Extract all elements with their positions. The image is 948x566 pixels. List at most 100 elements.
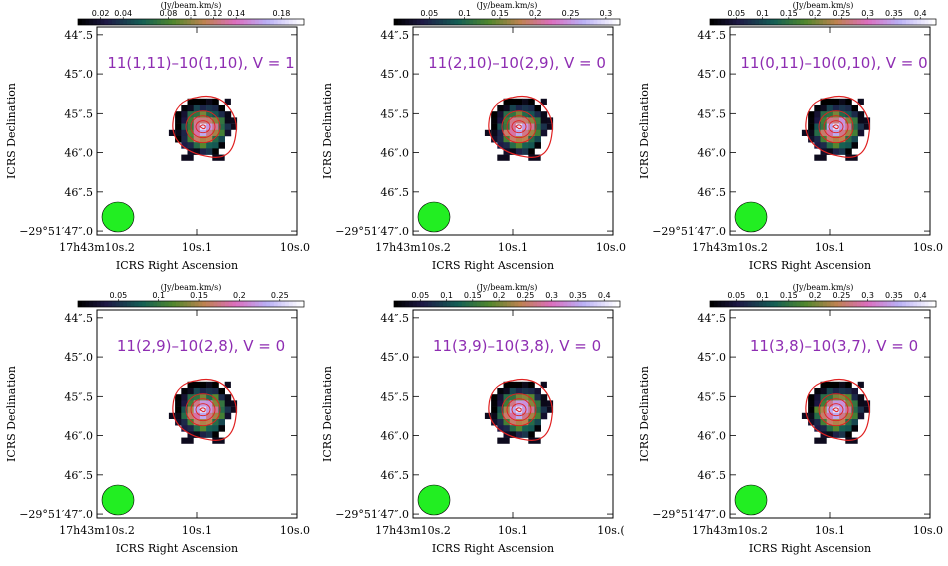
map-pixel: [540, 406, 548, 414]
y-tick-label: 46″.0: [64, 430, 93, 443]
map-pixel: [515, 123, 523, 131]
map-pixel: [839, 406, 846, 414]
colorbar-segment: [777, 301, 783, 307]
map-pixel: [193, 98, 201, 106]
map-pixel: [839, 142, 846, 149]
colorbar-segment: [164, 19, 169, 25]
map-pixel: [175, 123, 182, 131]
map-pixel: [497, 154, 504, 161]
colorbar-segment: [552, 301, 557, 307]
colorbar-segment: [883, 301, 888, 307]
colorbar-segment: [115, 19, 121, 25]
colorbar-segment: [108, 19, 113, 25]
colorbar-segment: [239, 301, 245, 307]
map-pixel: [199, 418, 207, 426]
colorbar-segment: [465, 301, 470, 307]
colorbar-segment: [710, 301, 715, 307]
colorbar-segment: [89, 301, 94, 307]
colorbar-segment: [450, 19, 455, 25]
map-pixel: [546, 400, 554, 407]
colorbar-segment: [484, 19, 489, 25]
map-pixel: [528, 117, 535, 124]
colorbar-segment: [717, 19, 722, 25]
map-pixel: [832, 142, 840, 149]
colorbar-segment: [834, 19, 839, 25]
x-tick-label: 10s.0: [913, 241, 943, 254]
map-pixel: [826, 135, 834, 143]
colorbar-segment: [153, 19, 158, 25]
colorbar-tick-label: 0.35: [885, 9, 903, 18]
map-pixel: [851, 104, 858, 112]
map-pixel: [503, 400, 510, 407]
map-pixel: [814, 406, 821, 414]
map-pixel: [497, 135, 504, 143]
map-pixel: [175, 418, 182, 426]
colorbar-segment: [608, 301, 614, 307]
colorbar-segment: [774, 301, 779, 307]
map-pixel: [857, 394, 865, 401]
panel-3: (Jy/beam.km/s) 0.05 0.1 0.15 0.2 0.25 0.3 0.35 0…: [638, 1, 943, 272]
map-pixel: [534, 129, 541, 137]
colorbar-tick-label: 0.1: [756, 291, 769, 300]
map-pixel: [224, 381, 231, 388]
colorbar-segment: [762, 19, 768, 25]
map-pixel: [851, 406, 858, 414]
map-pixel: [522, 117, 529, 124]
colorbar-segment: [920, 301, 926, 307]
map-pixel: [503, 394, 510, 401]
map-pixel: [224, 98, 231, 105]
colorbar-tick-label: 0.05: [420, 9, 438, 18]
map-pixel: [522, 412, 529, 420]
map-pixel: [845, 104, 852, 112]
colorbar-tick-label: 0.2: [809, 9, 822, 18]
map-pixel: [814, 123, 821, 131]
colorbar-segment: [533, 301, 538, 307]
colorbar-segment: [431, 19, 437, 25]
x-tick-label: 10s.0: [280, 241, 310, 254]
colorbar-segment: [198, 19, 203, 25]
x-tick-label: 17h43m10s.2: [375, 241, 451, 254]
map-pixel: [206, 135, 213, 143]
map-pixel: [491, 111, 498, 118]
map-pixel: [839, 123, 846, 131]
map-pixel: [509, 111, 517, 118]
map-pixel: [503, 117, 510, 124]
map-pixel: [497, 418, 504, 426]
colorbar-segment: [96, 301, 102, 307]
map-pixel: [839, 111, 846, 118]
colorbar-segment: [93, 19, 98, 25]
map-pixel: [540, 400, 548, 407]
map-pixel: [839, 425, 846, 432]
beam-ellipse: [101, 484, 135, 516]
map-pixel: [199, 425, 207, 432]
map-pixel: [168, 129, 176, 136]
map-pixel: [522, 425, 529, 432]
map-pixel: [851, 400, 858, 407]
map-pixel: [839, 135, 846, 143]
map-pixel: [175, 111, 182, 118]
colorbar-segment: [800, 301, 805, 307]
colorbar-tick-label: 0.1: [185, 9, 198, 18]
map-pixel: [199, 394, 207, 401]
map-pixel: [820, 111, 827, 118]
x-axis-label: ICRS Right Ascension: [116, 542, 238, 555]
map-pixel: [491, 123, 498, 131]
map-pixel: [181, 437, 188, 444]
map-pixel: [218, 123, 225, 131]
colorbar-segment: [239, 19, 245, 25]
map-pixel: [522, 129, 529, 137]
colorbar-segment: [800, 19, 805, 25]
colorbar-tick-label: 0.35: [885, 291, 903, 300]
colorbar-segment: [476, 301, 482, 307]
map-pixel: [230, 123, 238, 130]
map-pixel: [820, 154, 827, 161]
map-pixel: [522, 387, 529, 395]
map-pixel: [814, 425, 821, 432]
map-pixel: [187, 111, 194, 118]
map-pixel: [206, 412, 213, 420]
colorbar-segment: [559, 301, 565, 307]
colorbar-segment: [221, 301, 226, 307]
colorbar-segment: [860, 19, 866, 25]
colorbar-segment: [183, 301, 188, 307]
transition-title: 11(3,8)–10(3,7), V = 0: [750, 337, 918, 355]
